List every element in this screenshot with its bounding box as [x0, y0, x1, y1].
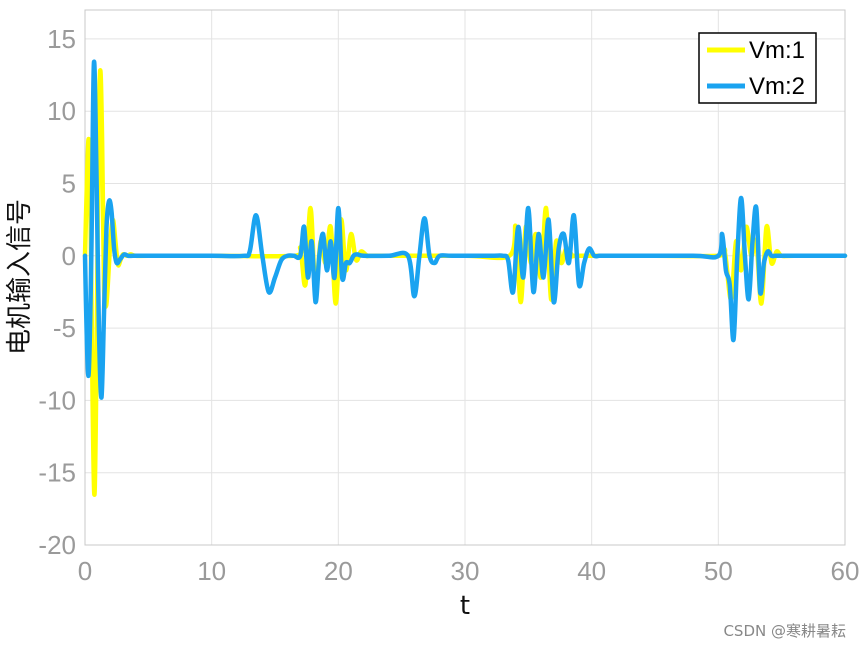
y-tick-label: -5 — [53, 313, 76, 343]
series-line-vm2 — [82, 59, 848, 400]
x-tick-label: 40 — [577, 556, 606, 586]
y-tick-label: 0 — [62, 241, 76, 271]
series-layer — [82, 59, 848, 497]
legend-label-vm1: Vm:1 — [749, 37, 805, 64]
x-tick-label: 20 — [324, 556, 353, 586]
y-tick-label: -10 — [38, 385, 76, 415]
y-axis-label: 电机输入信号 — [5, 199, 35, 355]
x-tick-label: 50 — [704, 556, 733, 586]
legend-box — [698, 32, 817, 104]
legend-label-vm2: Vm:2 — [749, 73, 805, 100]
watermark: CSDN @寒耕暑耘 — [723, 622, 846, 640]
x-tick-label: 0 — [78, 556, 92, 586]
x-axis-label: t — [460, 591, 470, 621]
legend: Vm:1 Vm:2 — [698, 32, 817, 104]
y-tick-label: 15 — [47, 24, 76, 54]
x-tick-label: 60 — [831, 556, 860, 586]
x-tick-label: 10 — [197, 556, 226, 586]
y-tick-label: -15 — [38, 458, 76, 488]
y-tick-label: 5 — [62, 169, 76, 199]
x-tick-label: 30 — [451, 556, 480, 586]
y-tick-label: 10 — [47, 96, 76, 126]
tick-labels: 0 10 20 30 40 50 60 -20 -15 -10 -5 0 5 10 15 — [38, 24, 859, 586]
y-tick-label: -20 — [38, 530, 76, 560]
